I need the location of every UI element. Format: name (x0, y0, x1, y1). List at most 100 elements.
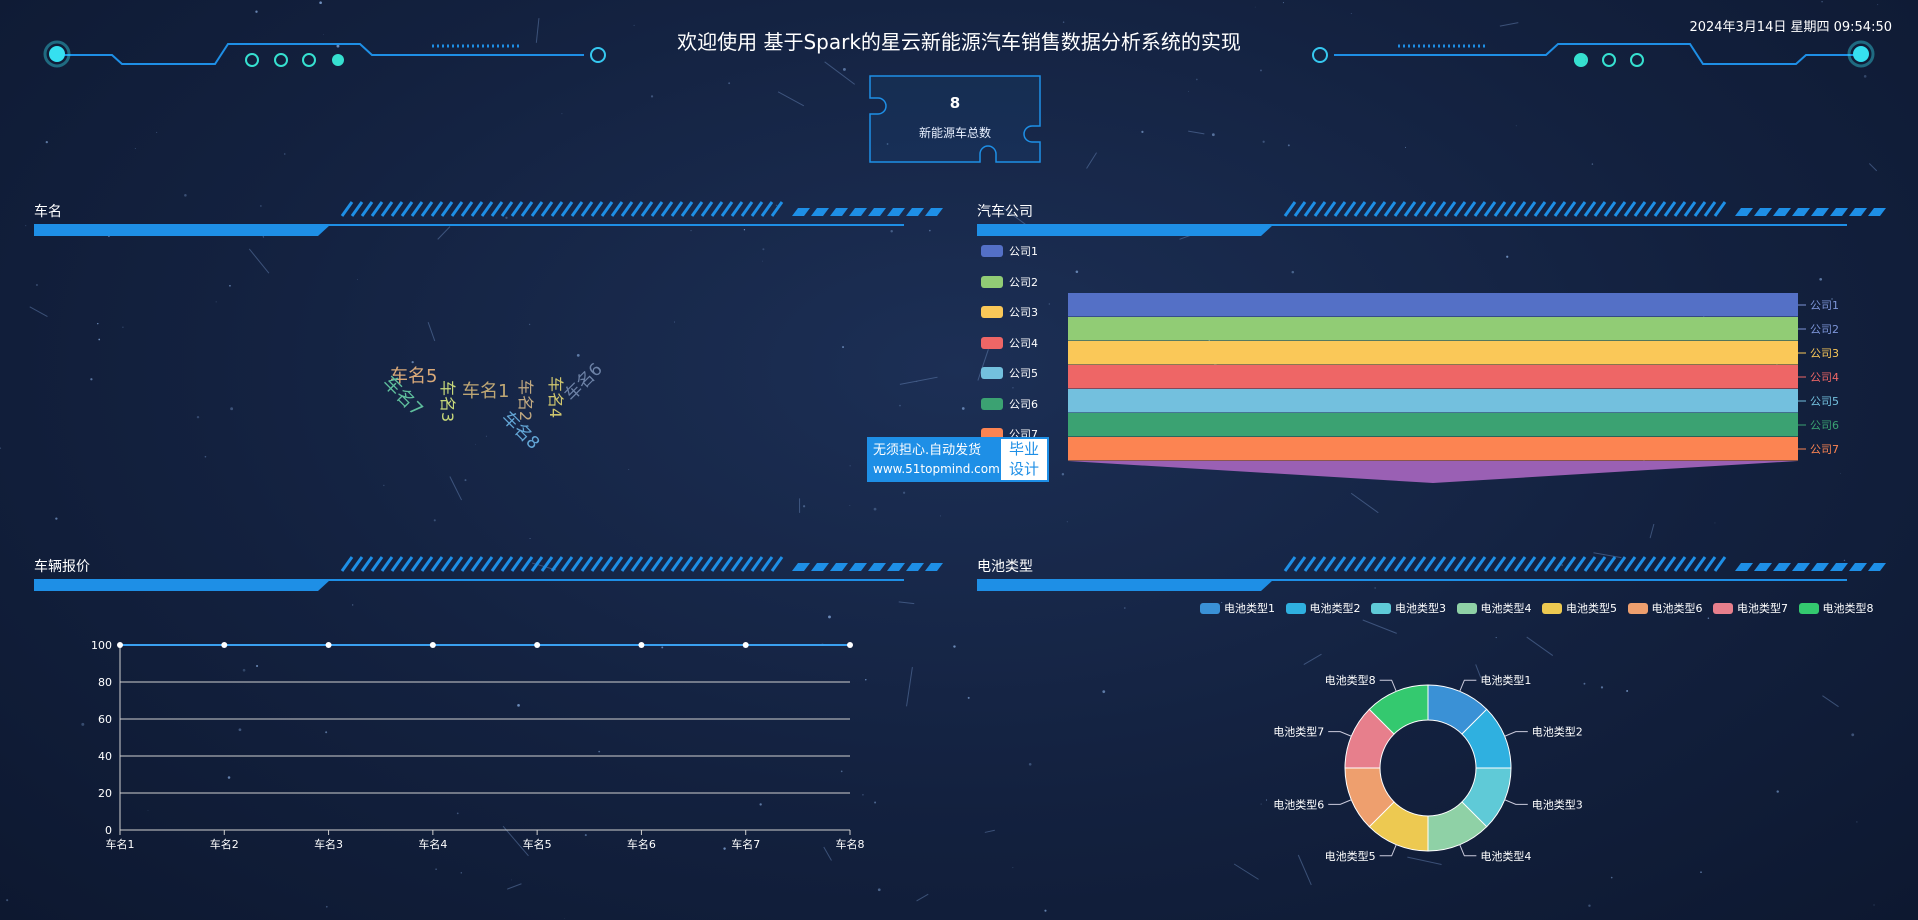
watermark-badge-line2: 设计 (1008, 460, 1039, 478)
legend-swatch (1285, 602, 1306, 614)
battery-legend-item[interactable]: 电池类型8 (1798, 600, 1874, 616)
panel-title-battery: 电池类型 (977, 559, 1033, 575)
legend-label: 电池类型2 (1309, 602, 1361, 615)
stat-card-frame (869, 75, 1041, 163)
price-point (742, 642, 749, 648)
battery-legend-item[interactable]: 电池类型1 (1200, 600, 1275, 616)
funnel-label: 公司3 (1810, 347, 1839, 360)
legend-label: 电池类型1 (1224, 602, 1275, 615)
x-tick-label: 车名4 (418, 837, 447, 851)
battery-donut-chart: 电池类型1 电池类型2 电池类型3 电池类型4 电池类型5 电池类型6 电池类型7 电池类型8 (1273, 673, 1583, 863)
y-tick-label: 100 (91, 639, 112, 652)
funnel-segment (1068, 293, 1798, 317)
x-tick-label: 车名6 (627, 837, 656, 851)
price-point (429, 642, 436, 648)
donut-label: 电池类型5 (1325, 849, 1376, 863)
funnel-segment (1068, 413, 1798, 437)
y-tick-label: 80 (98, 676, 112, 689)
donut-label: 电池类型2 (1532, 725, 1583, 739)
panel-header-bar-battery (977, 556, 1886, 591)
watermark-url: www.51topmind.com (873, 462, 1000, 476)
word-car-6: 车名6 (561, 359, 607, 405)
funnel-segment (1068, 317, 1798, 341)
word-car-4: 车名4 (546, 376, 565, 418)
panel-header-bar-car-name (34, 201, 943, 236)
legend-label: 电池类型6 (1651, 602, 1703, 615)
funnel-label: 公司1 (1810, 299, 1839, 312)
donut-label: 电池类型6 (1273, 797, 1324, 811)
legend-label: 电池类型7 (1737, 602, 1788, 615)
word-car-5: 车名5 (390, 366, 437, 387)
legend-label: 公司2 (1009, 275, 1038, 289)
word-car-2: 车名2 (516, 379, 535, 421)
legend-swatch (1713, 602, 1733, 614)
car-name-word-cloud: 车名5 车名1 车名7 车名3 车名2 车名4 车名6 车名8 (378, 359, 607, 453)
legend-swatch (981, 306, 1003, 318)
price-point (325, 642, 332, 648)
donut-label: 电池类型3 (1532, 797, 1583, 811)
price-point (638, 642, 645, 648)
donut-label: 电池类型4 (1480, 849, 1531, 863)
company-legend-item[interactable]: 公司5 (981, 365, 1038, 381)
x-tick-label: 车名7 (731, 837, 760, 851)
total-cars-label: 新能源车总数 (918, 126, 991, 140)
price-point (221, 642, 228, 648)
legend-swatch (981, 336, 1003, 349)
legend-swatch (1627, 602, 1648, 614)
company-legend-item[interactable]: 公司3 (981, 304, 1038, 320)
battery-legend-item[interactable]: 电池类型2 (1285, 600, 1361, 616)
y-tick-label: 0 (105, 824, 112, 837)
company-legend-item[interactable]: 公司6 (981, 396, 1038, 412)
battery-legend-item[interactable]: 电池类型4 (1456, 600, 1532, 616)
price-point (117, 642, 123, 648)
funnel-segment (1068, 437, 1798, 461)
legend-swatch (1798, 602, 1819, 614)
company-legend-item[interactable]: 公司2 (981, 274, 1038, 290)
funnel-segment (1068, 461, 1798, 483)
total-cars-card: 8 新能源车总数 (868, 74, 1042, 164)
donut-label: 电池类型1 (1480, 673, 1531, 687)
battery-legend-item[interactable]: 电池类型7 (1713, 600, 1788, 616)
battery-legend-item[interactable]: 电池类型6 (1627, 600, 1703, 616)
company-legend-item[interactable]: 公司1 (981, 243, 1038, 259)
y-tick-label: 20 (98, 787, 112, 800)
legend-label: 公司6 (1009, 397, 1038, 411)
legend-label: 公司3 (1009, 306, 1038, 319)
legend-swatch (1200, 602, 1220, 614)
panel-title-company: 汽车公司 (977, 204, 1033, 220)
legend-label: 公司1 (1009, 245, 1038, 258)
word-car-3: 车名3 (438, 380, 457, 422)
company-funnel-chart: 公司1 公司2 公司3 公司4 公司5 公司6 公司7 (1068, 293, 1839, 483)
panel-header-bar-company (977, 201, 1886, 236)
legend-label: 公司4 (1009, 336, 1038, 350)
funnel-label: 公司2 (1810, 323, 1839, 336)
watermark-badge[interactable]: 无须担心.自动发货 www.51topmind.com 毕业 设计 (867, 437, 1049, 482)
legend-label: 电池类型4 (1480, 602, 1532, 615)
watermark-text: 无须担心.自动发货 (873, 443, 982, 458)
funnel-label: 公司7 (1810, 443, 1839, 456)
x-tick-label: 车名2 (210, 837, 239, 851)
funnel-segment (1068, 365, 1798, 389)
panel-header-bar-price (34, 556, 943, 591)
header-decoration (43, 40, 1875, 68)
donut-slice (1368, 684, 1429, 735)
price-point (534, 642, 541, 648)
legend-swatch (981, 397, 1003, 410)
legend-label: 公司5 (1009, 367, 1038, 380)
funnel-segment (1068, 341, 1798, 365)
panel-title-price: 车辆报价 (34, 559, 90, 575)
x-tick-label: 车名8 (836, 837, 865, 851)
battery-legend-item[interactable]: 电池类型3 (1371, 600, 1446, 616)
legend-swatch (1371, 602, 1391, 614)
panel-title-car-name: 车名 (34, 204, 62, 220)
y-tick-label: 40 (98, 750, 112, 763)
battery-legend-item[interactable]: 电池类型5 (1542, 600, 1617, 616)
company-legend: 公司1公司2公司3公司4公司5公司6公司7公司8 (981, 243, 1071, 441)
x-tick-label: 车名3 (314, 837, 343, 851)
total-cars-value: 8 (949, 94, 961, 112)
x-tick-label: 车名5 (523, 837, 552, 851)
y-tick-label: 60 (98, 713, 112, 726)
company-legend-item[interactable]: 公司4 (981, 335, 1038, 351)
watermark-badge-line1: 毕业 (1008, 440, 1039, 458)
datetime-display: 2024年3月14日 星期四 09:54:50 (1689, 20, 1892, 35)
